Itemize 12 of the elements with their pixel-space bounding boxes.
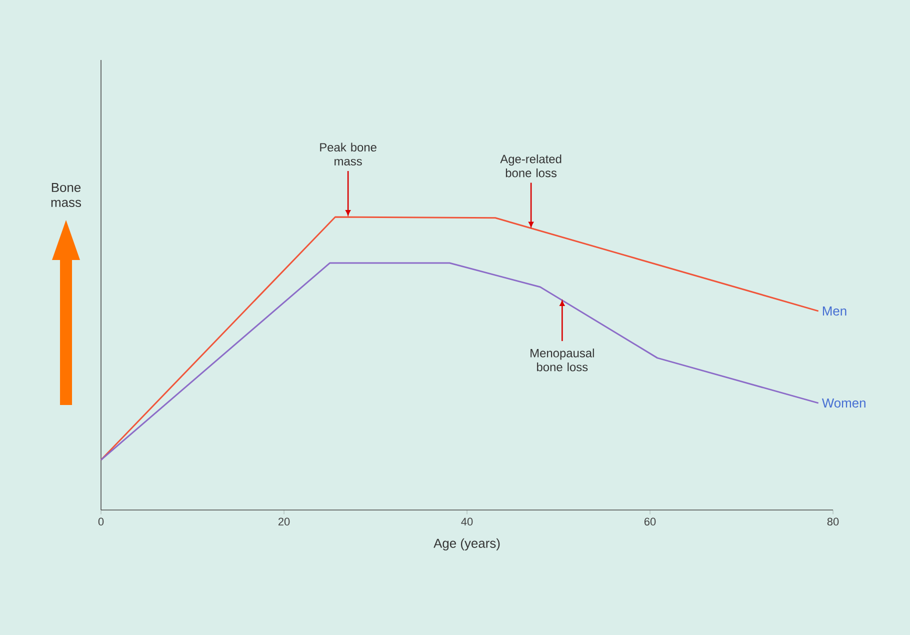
x-tick-label: 60 [644,518,656,526]
x-tick-label: 40 [461,518,473,526]
x-tick-label: 80 [827,518,839,526]
x-tick-label: 0 [98,518,104,526]
x-axis-title: Age (years) [434,538,500,550]
x-tick-label: 20 [278,518,290,526]
annotation: Menopausal bone loss [530,348,594,372]
y-axis-title: Bone mass [51,183,82,207]
series-label: Men [822,306,846,316]
annotation: Age-related bone loss [500,154,562,178]
annotation: Peak bone mass [320,142,376,166]
series-label: Women [822,398,866,408]
